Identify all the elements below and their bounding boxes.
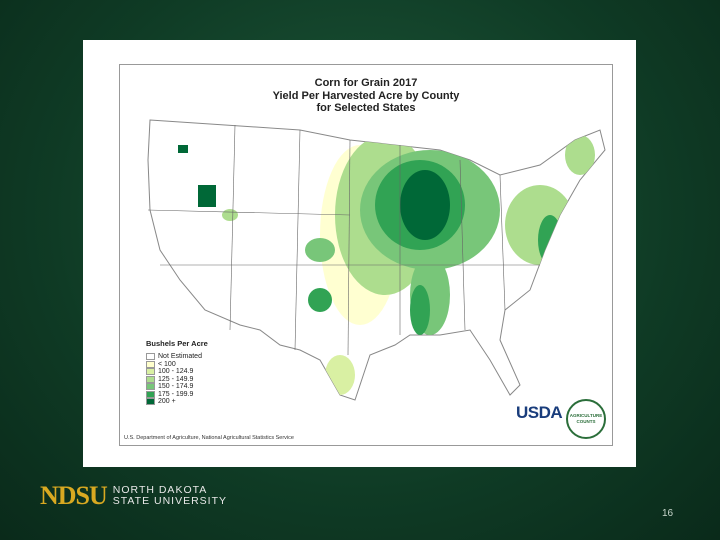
map-panel: Corn for Grain 2017 Yield Per Harvested …	[83, 40, 636, 467]
map-frame: Corn for Grain 2017 Yield Per Harvested …	[119, 64, 613, 446]
legend-label: Not Estimated	[158, 353, 202, 361]
footer: NDSU NORTH DAKOTA STATE UNIVERSITY	[40, 481, 227, 511]
legend-item: 150 - 174.9	[146, 383, 208, 391]
legend-label: 200 +	[158, 398, 176, 406]
title-line: Yield Per Harvested Acre by County	[272, 89, 460, 102]
source-note: U.S. Department of Agriculture, National…	[124, 435, 294, 441]
legend-swatch	[146, 383, 155, 391]
legend-swatch	[146, 353, 155, 361]
legend-label: 150 - 174.9	[158, 383, 194, 391]
yield-area	[178, 145, 188, 153]
yield-areas	[178, 135, 595, 395]
yield-area	[410, 285, 430, 335]
legend-item: Not Estimated	[146, 353, 208, 361]
legend-label: < 100	[158, 360, 176, 368]
legend-label: 175 - 199.9	[158, 390, 194, 398]
map-title: Corn for Grain 2017 Yield Per Harvested …	[120, 77, 612, 115]
title-line: for Selected States	[316, 102, 416, 114]
legend-item: 125 - 149.9	[146, 375, 208, 384]
yield-area	[538, 215, 562, 265]
yield-area	[308, 288, 332, 312]
usda-logo: USDA AGRICULTURE COUNTS	[516, 399, 608, 441]
legend-title: Bushels Per Acre	[146, 339, 208, 348]
yield-area	[400, 170, 450, 240]
page-number: 16	[662, 508, 674, 519]
legend-swatch	[146, 390, 155, 398]
legend-swatch	[146, 368, 155, 376]
yield-area	[565, 135, 595, 175]
brand: NDSU	[40, 481, 108, 510]
legend-swatch	[146, 360, 155, 368]
legend-label: 100 - 124.9	[158, 368, 194, 376]
yield-area	[198, 185, 216, 207]
legend-item: 175 - 199.9	[146, 390, 208, 399]
legend-item: 200 +	[146, 398, 208, 406]
logo-ring: AGRICULTURE COUNTS	[566, 399, 606, 439]
university-line: NORTH DAKOTA	[112, 484, 208, 496]
yield-area	[325, 355, 355, 395]
legend-swatch	[146, 375, 155, 383]
legend-label: 125 - 149.9	[158, 375, 194, 383]
legend-swatch	[146, 398, 155, 406]
legend: Bushels Per Acre Not Estimated < 100 100 -…	[146, 339, 208, 406]
yield-area	[305, 238, 335, 262]
legend-item: 100 - 124.9	[146, 368, 208, 376]
university-line: STATE UNIVERSITY	[112, 495, 228, 507]
university-name: NORTH DAKOTA STATE UNIVERSITY	[113, 485, 227, 507]
state-borders	[147, 124, 540, 356]
us-map	[147, 119, 606, 401]
title-line: Corn for Grain 2017	[314, 77, 418, 89]
logo-name: USDA	[516, 403, 563, 422]
yield-area	[222, 209, 238, 221]
legend-item: < 100	[146, 360, 208, 369]
